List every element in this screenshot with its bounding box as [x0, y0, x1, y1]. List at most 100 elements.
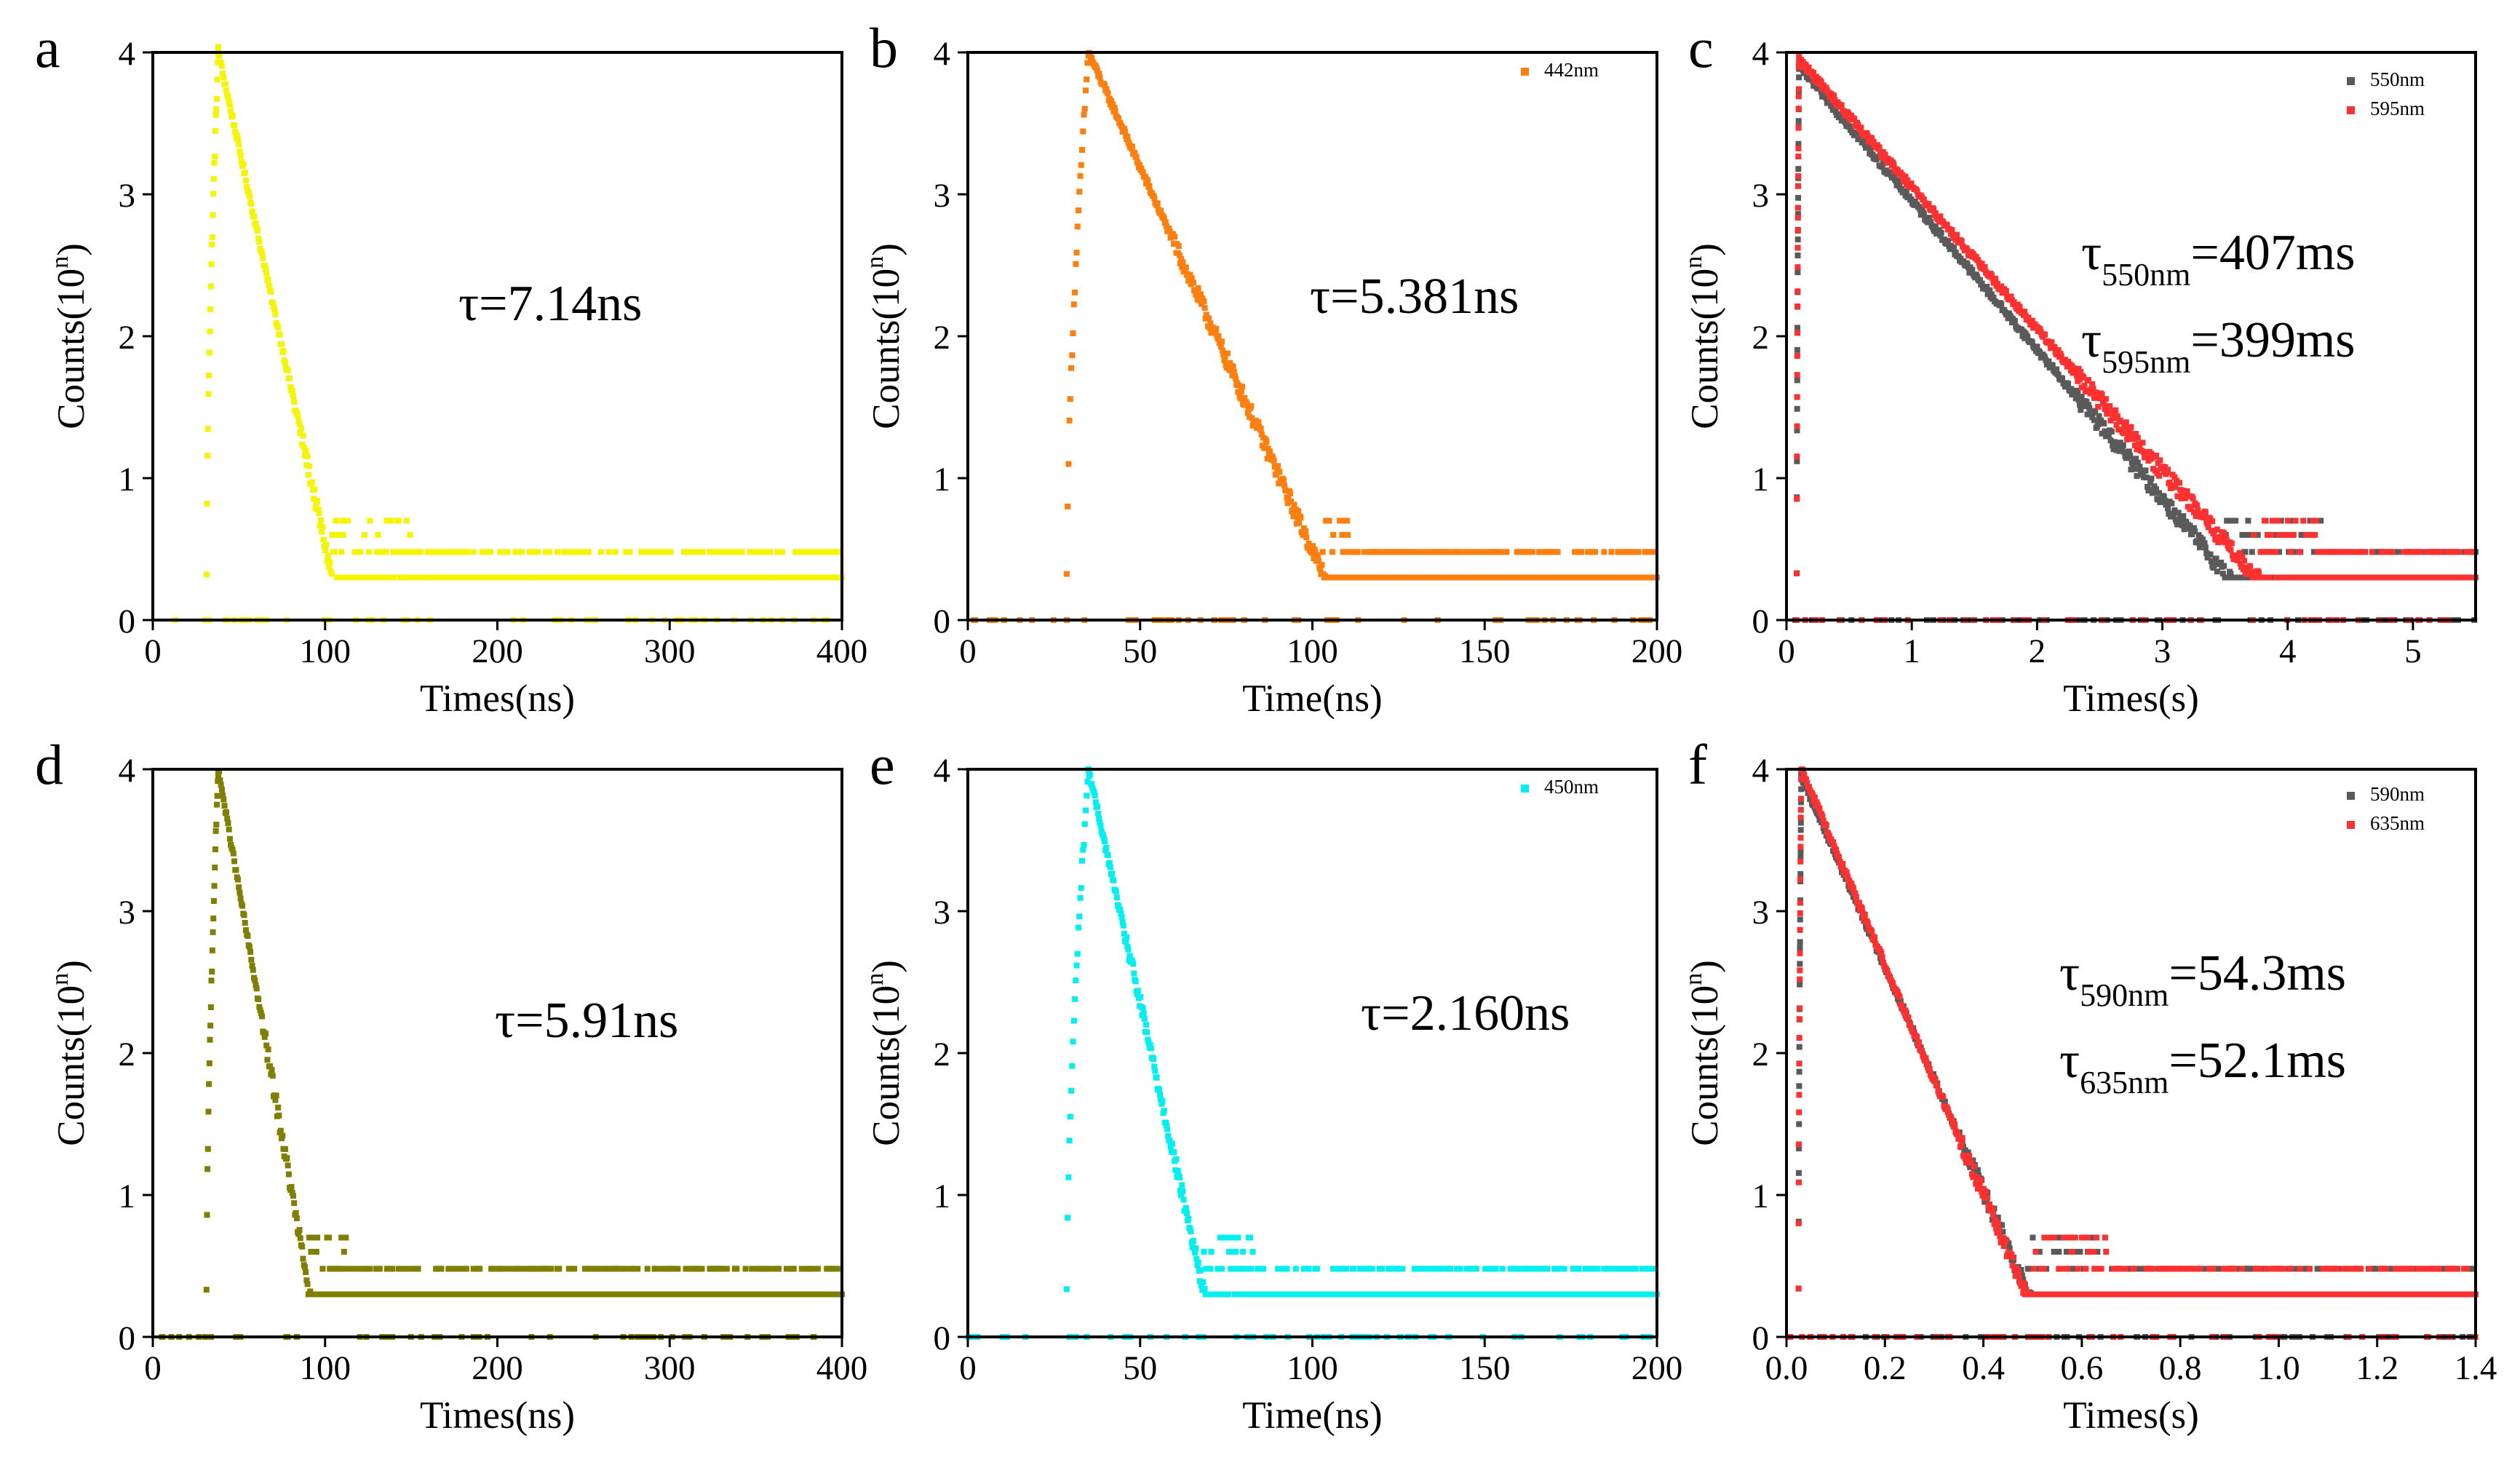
data-point	[804, 549, 811, 555]
data-point	[228, 841, 234, 848]
data-point	[2389, 549, 2396, 555]
data-point	[1371, 574, 1378, 581]
data-point	[1084, 60, 1091, 66]
data-point	[2107, 417, 2114, 424]
data-point	[303, 448, 309, 454]
data-point	[1928, 219, 1934, 226]
series-442nm	[970, 49, 1660, 623]
data-point	[648, 549, 654, 555]
data-point	[1794, 394, 1800, 400]
data-point	[2227, 547, 2234, 553]
data-point	[2202, 509, 2209, 515]
data-point	[248, 956, 255, 963]
data-point	[1066, 1138, 1073, 1144]
x-tick-label: 100	[300, 1349, 351, 1387]
data-point	[1206, 315, 1212, 322]
data-point	[207, 328, 213, 335]
data-point	[2380, 549, 2386, 555]
data-point	[1925, 215, 1932, 221]
data-point	[438, 1266, 445, 1272]
data-point	[289, 1190, 295, 1196]
data-point	[2099, 392, 2105, 398]
data-point	[2123, 419, 2129, 426]
data-point	[1425, 549, 1431, 555]
data-point	[1529, 549, 1535, 555]
data-point	[2101, 420, 2107, 426]
data-point	[304, 1281, 311, 1287]
data-point	[288, 1183, 295, 1190]
data-point	[2143, 475, 2150, 481]
data-point	[1076, 913, 1083, 920]
data-point	[242, 177, 249, 183]
data-point	[2334, 549, 2340, 555]
data-point	[1417, 1266, 1423, 1272]
data-point	[333, 517, 339, 524]
data-point	[1544, 1266, 1551, 1272]
data-point	[2268, 532, 2275, 538]
data-point	[1203, 1266, 1209, 1272]
legend-marker	[1521, 68, 1529, 76]
data-point	[1795, 194, 1802, 201]
data-point	[2247, 563, 2254, 569]
data-point	[1070, 330, 1076, 336]
data-point	[1147, 1041, 1153, 1048]
data-point	[1174, 1168, 1181, 1175]
data-point	[658, 1266, 664, 1272]
data-point	[435, 1291, 442, 1298]
data-point	[218, 782, 224, 788]
data-point	[237, 152, 244, 159]
data-point	[1066, 417, 1073, 424]
data-point	[1341, 574, 1348, 581]
data-point	[1411, 549, 1418, 555]
data-point	[1796, 1044, 1802, 1050]
data-point	[1339, 532, 1346, 538]
data-point	[1219, 1266, 1225, 1272]
data-point	[1944, 222, 1950, 229]
data-point	[1069, 352, 1076, 359]
data-point	[1287, 490, 1293, 496]
data-point	[2122, 424, 2129, 430]
data-point	[263, 1042, 270, 1049]
data-point	[534, 1266, 541, 1272]
data-point	[1340, 1266, 1346, 1272]
data-point	[340, 532, 346, 538]
data-point	[350, 1266, 357, 1272]
data-point	[1520, 1291, 1527, 1298]
data-point	[279, 1132, 286, 1139]
data-point	[275, 1104, 282, 1111]
data-point	[612, 549, 619, 555]
data-point	[640, 549, 647, 555]
data-point	[2121, 449, 2128, 456]
y-tick-label: 3	[1752, 177, 1770, 215]
data-point	[275, 324, 282, 330]
data-point	[1190, 1238, 1196, 1244]
x-tick-label: 50	[1123, 632, 1157, 670]
data-point	[1116, 902, 1122, 909]
panel-letter: e	[870, 733, 895, 796]
data-point	[2070, 365, 2077, 372]
data-point	[327, 1266, 334, 1272]
data-point	[2407, 549, 2414, 555]
data-point	[1797, 939, 1803, 945]
data-point	[1077, 172, 1084, 179]
y-axis-label: Counts(10n)	[47, 243, 92, 429]
data-point	[375, 532, 381, 538]
data-point	[1797, 981, 1803, 988]
data-point	[832, 574, 839, 581]
data-point	[2281, 532, 2288, 538]
data-point	[1794, 269, 1801, 276]
data-point	[2024, 333, 2031, 340]
data-point	[2075, 397, 2082, 403]
y-tick-label: 2	[934, 1036, 951, 1073]
data-point	[2127, 453, 2134, 459]
data-point	[1161, 215, 1167, 222]
data-point	[2117, 417, 2123, 424]
data-point	[1349, 549, 1356, 555]
data-point	[1794, 245, 1801, 251]
data-point	[1092, 799, 1099, 806]
data-point	[1221, 1234, 1228, 1241]
data-point	[717, 549, 723, 555]
data-point	[1078, 162, 1084, 168]
data-point	[1176, 1175, 1183, 1181]
data-point	[2147, 480, 2154, 486]
